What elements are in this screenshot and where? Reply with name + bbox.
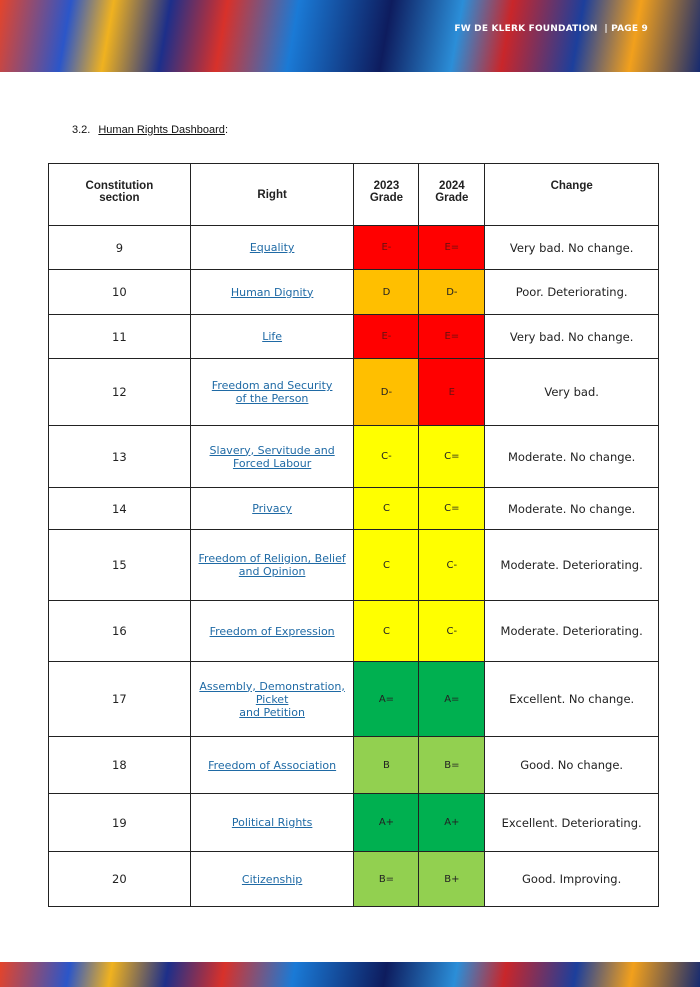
grade-2024: C-: [418, 600, 486, 662]
change: Excellent. Deteriorating.: [484, 793, 659, 852]
section-number: 14: [48, 487, 191, 530]
grade-2024: A=: [418, 661, 486, 737]
grade-2023: C-: [353, 425, 420, 488]
footer-banner: [0, 962, 700, 987]
section-number: 11: [48, 314, 191, 359]
dashboard-table: Constitution section Right 2023 Grade 2024 …: [48, 163, 659, 907]
table-row: 13 Slavery, Servitude and Forced Labour C-…: [48, 425, 659, 488]
change: Moderate. Deteriorating.: [484, 529, 659, 601]
right-name: Freedom of Religion, Belief and Opinion: [189, 529, 355, 601]
change: Moderate. No change.: [484, 425, 659, 488]
section-number: 15: [48, 529, 191, 601]
table-row: 10 Human Dignity D D- Poor. Deteriorating.: [48, 269, 659, 315]
right-name: Equality: [189, 225, 355, 270]
change: Moderate. No change.: [484, 487, 659, 530]
table-row: 17 Assembly, Demonstration, Picket and Pe…: [48, 661, 659, 737]
section-number: 17: [48, 661, 191, 737]
grade-2024: B=: [418, 736, 486, 794]
section-number: 16: [48, 600, 191, 662]
table-row: 14 Privacy C C= Moderate. No change.: [48, 487, 659, 530]
grade-2024: C-: [418, 529, 486, 601]
grade-2024: D-: [418, 269, 486, 315]
section-heading: 3.2. Human Rights Dashboard:: [72, 124, 228, 136]
grade-2023: D-: [353, 358, 420, 426]
header-banner: FW DE KLERK FOUNDATION | PAGE 9: [0, 0, 700, 72]
table-row: 20 Citizenship B= B+ Good. Improving.: [48, 851, 659, 907]
grade-2024: A+: [418, 793, 486, 852]
column-header: Right: [189, 163, 355, 226]
change: Very bad.: [484, 358, 659, 426]
table-row: 15 Freedom of Religion, Belief and Opinio…: [48, 529, 659, 601]
grade-2023: C: [353, 529, 420, 601]
section-number: 13: [48, 425, 191, 488]
column-header: Constitution section: [48, 163, 191, 226]
grade-2023: E-: [353, 314, 420, 359]
grade-2023: A=: [353, 661, 420, 737]
grade-2024: E=: [418, 225, 486, 270]
right-name: Life: [189, 314, 355, 359]
grade-2023: C: [353, 600, 420, 662]
grade-2024: C=: [418, 425, 486, 488]
table-row: 19 Political Rights A+ A+ Excellent. Deterio…: [48, 793, 659, 852]
column-header: Change: [484, 163, 659, 226]
right-name: Slavery, Servitude and Forced Labour: [189, 425, 355, 488]
table-row: 16 Freedom of Expression C C- Moderate. Dete…: [48, 600, 659, 662]
right-name: Assembly, Demonstration, Picket and Peti…: [189, 661, 355, 737]
grade-2024: B+: [418, 851, 486, 907]
right-name: Citizenship: [189, 851, 355, 907]
table-row: 12 Freedom and Security of the Person D- E V…: [48, 358, 659, 426]
grade-2023: B: [353, 736, 420, 794]
right-name: Human Dignity: [189, 269, 355, 315]
grade-2023: A+: [353, 793, 420, 852]
grade-2023: D: [353, 269, 420, 315]
table-row: 9 Equality E- E= Very bad. No change.: [48, 225, 659, 270]
grade-2023: C: [353, 487, 420, 530]
section-number: 3.2.: [72, 124, 91, 136]
section-number: 12: [48, 358, 191, 426]
right-name: Freedom and Security of the Person: [189, 358, 355, 426]
column-header: 2023 Grade: [353, 163, 420, 226]
column-header: 2024 Grade: [418, 163, 486, 226]
change: Good. No change.: [484, 736, 659, 794]
change: Very bad. No change.: [484, 314, 659, 359]
change: Moderate. Deteriorating.: [484, 600, 659, 662]
section-number: 10: [48, 269, 191, 315]
change: Good. Improving.: [484, 851, 659, 907]
grade-2024: E=: [418, 314, 486, 359]
grade-2024: E: [418, 358, 486, 426]
change: Poor. Deteriorating.: [484, 269, 659, 315]
section-number: 18: [48, 736, 191, 794]
section-number: 9: [48, 225, 191, 270]
grade-2023: B=: [353, 851, 420, 907]
section-number: 19: [48, 793, 191, 852]
grade-2024: C=: [418, 487, 486, 530]
right-name: Freedom of Association: [189, 736, 355, 794]
section-title: Human Rights Dashboard: [98, 124, 225, 136]
header-text: FW DE KLERK FOUNDATION | PAGE 9: [454, 24, 648, 34]
change: Excellent. No change.: [484, 661, 659, 737]
section-suffix: :: [224, 124, 228, 136]
right-name: Privacy: [189, 487, 355, 530]
change: Very bad. No change.: [484, 225, 659, 270]
table-row: 18 Freedom of Association B B= Good. No chan…: [48, 736, 659, 794]
section-number: 20: [48, 851, 191, 907]
grade-2023: E-: [353, 225, 420, 270]
table-row: 11 Life E- E= Very bad. No change.: [48, 314, 659, 359]
right-name: Political Rights: [189, 793, 355, 852]
right-name: Freedom of Expression: [189, 600, 355, 662]
